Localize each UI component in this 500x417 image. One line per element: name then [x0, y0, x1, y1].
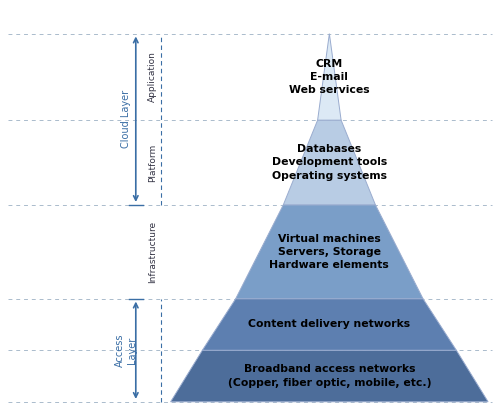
Text: Infrastructure: Infrastructure — [148, 221, 157, 283]
Polygon shape — [202, 299, 456, 350]
Text: Broadband access networks
(Copper, fiber optic, mobile, etc.): Broadband access networks (Copper, fiber… — [228, 364, 431, 388]
Polygon shape — [170, 350, 488, 402]
Polygon shape — [318, 34, 341, 120]
Polygon shape — [284, 120, 376, 205]
Text: Databases
Development tools
Operating systems: Databases Development tools Operating sy… — [272, 144, 387, 181]
Text: Virtual machines
Servers, Storage
Hardware elements: Virtual machines Servers, Storage Hardwa… — [270, 234, 389, 270]
Text: Cloud Layer: Cloud Layer — [121, 90, 131, 148]
Text: Access
Layer: Access Layer — [116, 334, 137, 367]
Text: Platform: Platform — [148, 143, 157, 182]
Text: Content delivery networks: Content delivery networks — [248, 319, 410, 329]
Text: CRM
E-mail
Web services: CRM E-mail Web services — [289, 59, 370, 95]
Polygon shape — [236, 205, 423, 299]
Text: Application: Application — [148, 51, 157, 102]
